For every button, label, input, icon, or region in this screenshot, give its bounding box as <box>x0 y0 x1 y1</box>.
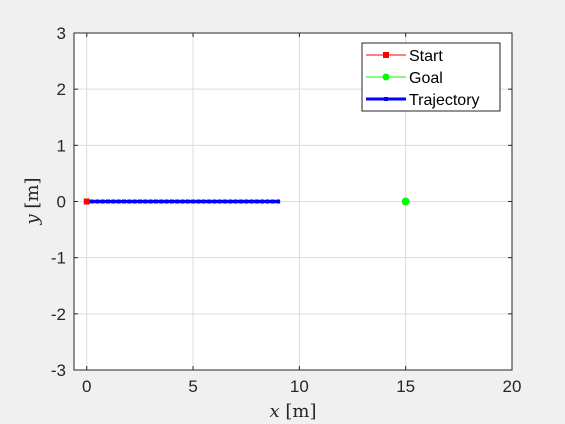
trajectory-marker <box>222 199 227 204</box>
legend-marker-goal <box>382 73 390 81</box>
legend-marker-trajectory <box>384 97 388 101</box>
trajectory-marker <box>249 199 254 204</box>
legend-label-goal: Goal <box>409 70 443 87</box>
trajectory-marker <box>212 199 217 204</box>
trajectory-marker <box>153 199 158 204</box>
series-layer <box>83 197 410 206</box>
trajectory-marker <box>270 199 275 204</box>
trajectory-marker <box>100 199 105 204</box>
y-tick-label: -3 <box>51 361 66 380</box>
legend: Start Goal Trajectory <box>361 42 501 112</box>
y-axis-label: y [m] <box>22 177 43 225</box>
trajectory-marker <box>127 199 132 204</box>
trajectory-marker <box>238 199 243 204</box>
trajectory-marker <box>159 199 164 204</box>
trajectory-marker <box>169 199 174 204</box>
y-tick-label: -1 <box>51 249 66 268</box>
trajectory-marker <box>132 199 137 204</box>
y-tick-label: 1 <box>57 136 66 155</box>
x-axis-label: x [m] <box>269 401 316 422</box>
trajectory-marker <box>217 199 222 204</box>
trajectory-marker <box>244 199 249 204</box>
legend-marker-start <box>383 52 389 58</box>
trajectory-marker <box>143 199 148 204</box>
trajectory-marker <box>233 199 238 204</box>
x-tick-label: 15 <box>396 377 415 396</box>
trajectory-marker <box>254 199 259 204</box>
trajectory-marker <box>90 199 95 204</box>
trajectory-marker <box>116 199 121 204</box>
x-axis-label-var: x <box>269 401 279 422</box>
start-marker <box>83 198 90 205</box>
x-tick-label: 20 <box>503 377 522 396</box>
trajectory-marker <box>175 199 180 204</box>
trajectory-marker <box>111 199 116 204</box>
trajectory-marker <box>276 199 281 204</box>
trajectory-marker <box>95 199 100 204</box>
trajectory-marker <box>196 199 201 204</box>
trajectory-marker <box>265 199 270 204</box>
x-tick-label: 0 <box>82 377 91 396</box>
y-tick-label: -2 <box>51 305 66 324</box>
x-axis-label-unit: [m] <box>285 401 316 422</box>
axis-ticks: 0 5 10 15 20 -3 -2 -1 0 1 2 3 <box>51 24 522 396</box>
trajectory-marker <box>191 199 196 204</box>
legend-label-start: Start <box>409 48 443 65</box>
y-axis-label-var: y <box>22 214 43 226</box>
y-tick-label: 3 <box>57 24 66 43</box>
x-tick-label: 10 <box>290 377 309 396</box>
trajectory-marker <box>164 199 169 204</box>
y-tick-label: 2 <box>57 80 66 99</box>
x-tick-label: 5 <box>188 377 197 396</box>
trajectory-marker <box>137 199 142 204</box>
y-axis-label-unit: [m] <box>22 177 43 208</box>
trajectory-marker <box>260 199 265 204</box>
trajectory-marker <box>180 199 185 204</box>
trajectory-marker <box>185 199 190 204</box>
y-tick-label: 0 <box>57 193 66 212</box>
trajectory-marker <box>121 199 126 204</box>
trajectory-marker <box>106 199 111 204</box>
goal-marker <box>401 197 410 206</box>
trajectory-marker <box>228 199 233 204</box>
trajectory-marker <box>207 199 212 204</box>
trajectory-marker <box>148 199 153 204</box>
trajectory-marker <box>201 199 206 204</box>
legend-label-trajectory: Trajectory <box>409 92 480 109</box>
